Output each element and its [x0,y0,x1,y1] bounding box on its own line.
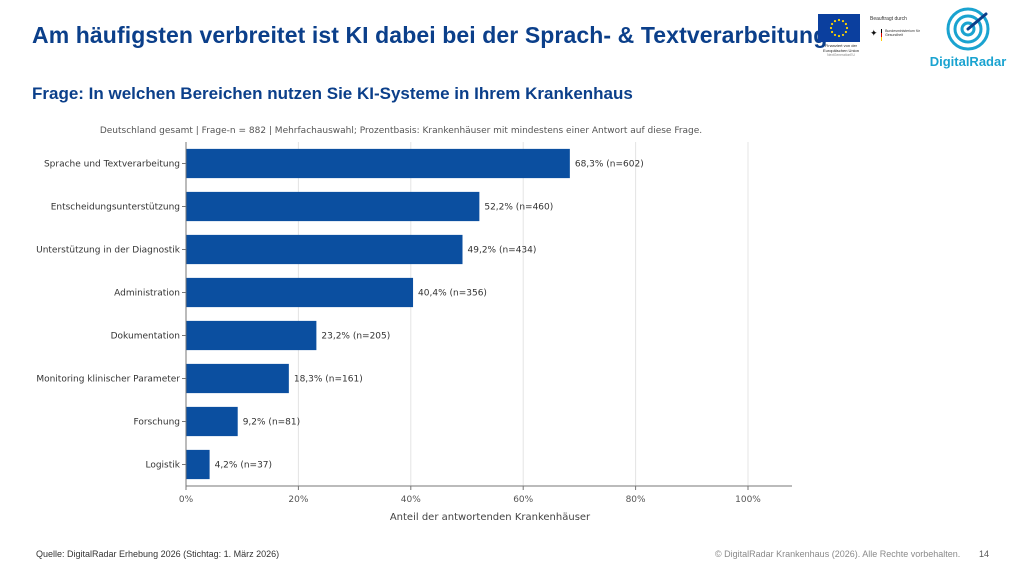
bar-chart: Deutschland gesamt | Frage-n = 882 | Meh… [36,126,792,523]
bmg-name-text: Bundesministerium für Gesundheit [885,29,920,38]
eu-flag-icon [818,14,860,42]
category-label: Dokumentation [111,332,180,342]
data-label: 4,2% (n=37) [215,461,272,471]
digitalradar-logo: DigitalRadar [928,4,1008,70]
category-label: Entscheidungsunterstützung [51,203,180,213]
eu-funding-logo: Finanziert von der Europäischen Union Ne… [818,14,864,64]
x-tick-label: 60% [513,495,533,505]
eu-nextgen-text: NextGenerationEU [827,53,855,58]
copyright-note: © DigitalRadar Krankenhaus (2026). Alle … [715,549,961,559]
bar [186,234,463,265]
x-tick-label: 0% [179,495,194,505]
data-label: 9,2% (n=81) [243,418,300,428]
bmg-commissioned-text: Beauftragt durch [870,16,907,22]
digitalradar-radar-icon [946,7,990,51]
page-number: 14 [979,549,990,559]
bar [186,277,414,308]
chart-subtitle: Deutschland gesamt | Frage-n = 882 | Meh… [100,126,702,136]
data-label: 68,3% (n=602) [575,160,644,170]
x-tick-label: 80% [626,495,646,505]
digitalradar-wordmark: DigitalRadar [929,54,1007,69]
bmg-logo: Beauftragt durch ✦ Bundesministerium für… [870,16,926,56]
category-label: Sprache und Textverarbeitung [44,160,180,170]
category-label: Administration [114,289,180,299]
category-label: Forschung [133,418,180,428]
data-label: 18,3% (n=161) [294,375,363,385]
bar [186,320,317,351]
data-label: 49,2% (n=434) [468,246,537,256]
bar [186,148,570,179]
data-label: 52,2% (n=460) [484,203,553,213]
german-flag-stripe [880,29,883,41]
bar [186,191,480,222]
source-note: Quelle: DigitalRadar Erhebung 2026 (Stic… [36,549,280,559]
bar [186,363,289,394]
bar [186,449,210,480]
x-tick-label: 20% [288,495,308,505]
federal-eagle-icon: ✦ [870,28,878,38]
slide-title: Am häufigsten verbreitet ist KI dabei be… [32,22,828,48]
category-label: Logistik [145,461,180,471]
x-tick-label: 100% [735,495,761,505]
eu-funding-text: Finanziert von der Europäischen Union [822,43,860,53]
data-label: 23,2% (n=205) [321,332,390,342]
bar [186,406,238,437]
category-label: Monitoring klinischer Parameter [36,375,180,385]
x-tick-label: 40% [401,495,421,505]
x-axis-title: Anteil der antwortenden Krankenhäuser [390,512,591,523]
category-label: Unterstützung in der Diagnostik [36,246,181,256]
data-label: 40,4% (n=356) [418,289,487,299]
survey-question: Frage: In welchen Bereichen nutzen Sie K… [32,84,633,103]
